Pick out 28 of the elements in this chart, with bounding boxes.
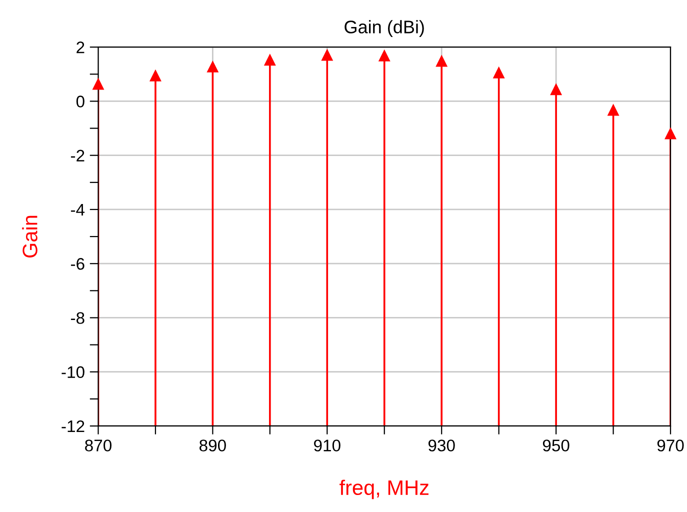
point [664, 128, 676, 140]
y-tick-label: -6 [70, 258, 84, 270]
y-tick-label: -2 [70, 150, 84, 162]
x-tick-label: 930 [428, 440, 455, 452]
y-tick-label: -10 [62, 366, 84, 378]
y-tick-label: 0 [76, 96, 84, 108]
x-tick-label: 970 [657, 440, 684, 452]
x-tick-label: 890 [200, 440, 226, 452]
x-tick-label: 870 [85, 440, 112, 452]
y-axis-title: Gain [22, 216, 38, 258]
y-tick-label: -12 [62, 420, 84, 432]
point [608, 104, 619, 116]
point [264, 54, 276, 66]
point [550, 84, 562, 96]
point [322, 50, 333, 61]
x-axis-title: freq, MHz [340, 480, 428, 500]
point [378, 50, 390, 62]
y-tick-label: -4 [70, 204, 85, 216]
point [436, 56, 448, 67]
y-tick-label: 2 [76, 42, 84, 54]
x-tick-label: 950 [542, 440, 570, 452]
x-tick-label: 910 [314, 440, 340, 452]
point [92, 78, 104, 90]
y-tick-label: -8 [70, 312, 84, 324]
chart-title: Gain (dBi) [344, 20, 424, 37]
point [207, 61, 218, 72]
point [493, 67, 504, 78]
point [150, 70, 162, 82]
